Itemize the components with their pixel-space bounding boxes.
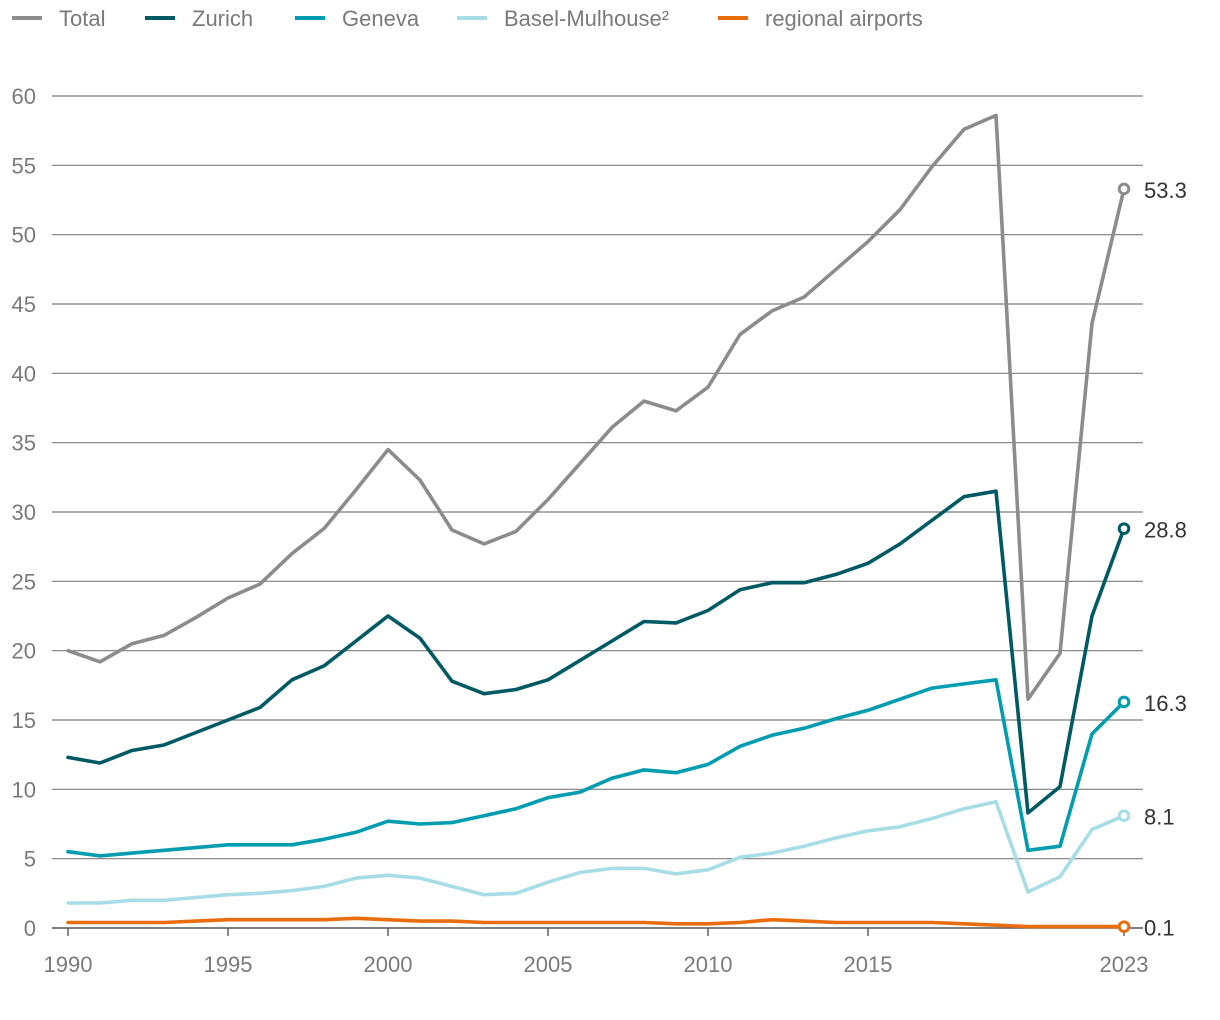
end-marker-2	[1117, 695, 1131, 709]
x-tick-label-1990: 1990	[44, 952, 93, 977]
end-marker-3	[1117, 809, 1131, 822]
legend-label-1: Zurich	[192, 6, 253, 31]
y-tick-label-50: 50	[12, 223, 36, 248]
x-tick-label-2000: 2000	[364, 952, 413, 977]
y-tick-label-45: 45	[12, 292, 36, 317]
legend-label-0: Total	[59, 6, 105, 31]
series-line-0	[66, 113, 1126, 702]
end-marker-1	[1117, 522, 1131, 535]
legend-label-4: regional airports	[765, 6, 923, 31]
x-tick-label-2010: 2010	[684, 952, 733, 977]
x-tick-label-2005: 2005	[524, 952, 573, 977]
legend-label-2: Geneva	[342, 6, 420, 31]
legend: Total Zurich Geneva Basel-Mulhouse² regional…	[12, 6, 923, 31]
end-value-label-0: 53.3	[1144, 178, 1187, 203]
legend-label-3: Basel-Mulhouse²	[504, 6, 669, 31]
y-tick-label-25: 25	[12, 569, 36, 594]
y-tick-label-35: 35	[12, 431, 36, 456]
y-tick-label-0: 0	[24, 916, 36, 941]
y-tick-label-15: 15	[12, 708, 36, 733]
y-axis-ticks: 0 5 10 15 20 25 30 35 40 45 50 55 60	[12, 84, 36, 941]
end-value-label-3: 8.1	[1144, 805, 1175, 830]
y-tick-label-20: 20	[12, 639, 36, 664]
y-tick-label-60: 60	[12, 84, 36, 109]
y-tick-label-55: 55	[12, 153, 36, 178]
series-line-4	[66, 916, 1126, 929]
end-marker-0	[1117, 182, 1131, 196]
x-tick-label-2023: 2023	[1100, 952, 1149, 977]
x-axis-ticks: 1990 1995 2000 2005 2010 2015 2023	[44, 928, 1149, 977]
x-tick-label-1995: 1995	[204, 952, 253, 977]
series-line-3	[66, 799, 1126, 905]
y-tick-label-10: 10	[12, 777, 36, 802]
end-markers: 53.3 28.8 16.3 8.1 0.1	[1117, 178, 1187, 941]
end-value-label-4: 0.1	[1144, 916, 1175, 941]
y-tick-label-30: 30	[12, 500, 36, 525]
series-line-2	[66, 677, 1126, 858]
y-tick-label-5: 5	[24, 847, 36, 872]
end-value-label-1: 28.8	[1144, 518, 1187, 543]
end-marker-4	[1117, 920, 1131, 933]
y-tick-label-40: 40	[12, 361, 36, 386]
series-lines	[66, 113, 1126, 929]
gridlines	[52, 95, 1143, 929]
x-tick-label-2015: 2015	[844, 952, 893, 977]
end-value-label-2: 16.3	[1144, 691, 1187, 716]
series-line-1	[66, 489, 1126, 815]
